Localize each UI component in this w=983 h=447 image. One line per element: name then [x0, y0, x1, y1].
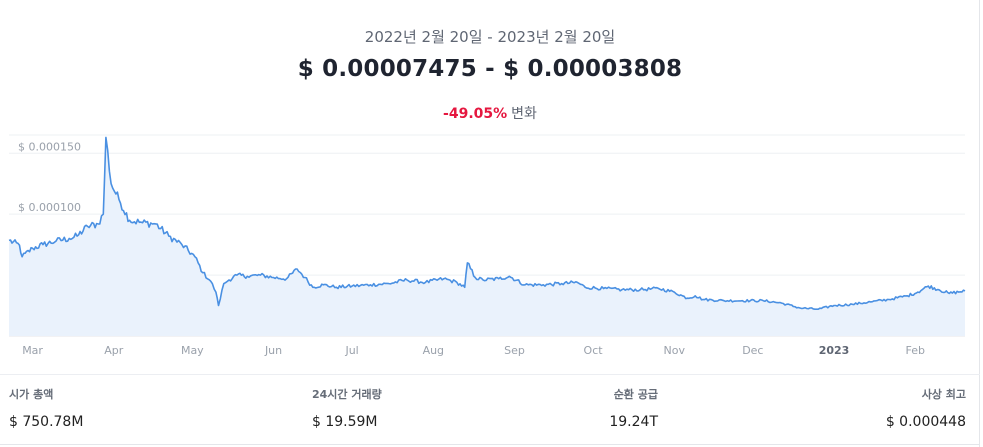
- x-axis: Mar Apr May Jun Jul Aug Sep Oct Nov Dec 2023 Feb: [22, 344, 925, 357]
- x-tick-label: Jul: [344, 344, 358, 357]
- change-summary: -49.05% 변화: [0, 103, 980, 123]
- stat-value: $ 19.59M: [312, 414, 378, 430]
- stat-label: 24시간 거래량: [312, 388, 382, 401]
- change-label: 변화: [511, 106, 537, 122]
- x-tick-label: Jun: [264, 344, 282, 357]
- x-tick-label: 2023: [819, 344, 850, 357]
- stat-value: 19.24T: [609, 414, 658, 430]
- x-tick-label: Nov: [664, 344, 686, 357]
- stats-divider: [0, 374, 980, 375]
- card-bottom-border: [0, 444, 980, 445]
- x-tick-label: Apr: [104, 344, 124, 357]
- stat-label: 순환 공급: [613, 388, 658, 401]
- stat-circulating-supply: 순환 공급 19.24T: [560, 386, 658, 430]
- x-tick-label: Feb: [905, 344, 924, 357]
- price-chart[interactable]: $ 0.00005000$ 0.000100$ 0.000150 MarAprM…: [0, 130, 975, 365]
- stat-value: $ 750.78M: [9, 414, 84, 430]
- stat-market-cap: 시가 총액 $ 750.78M: [9, 386, 83, 430]
- x-tick-label: Sep: [504, 344, 525, 357]
- x-tick-label: Oct: [584, 344, 604, 357]
- price-range: $ 0.00007475 - $ 0.00003808: [297, 56, 683, 82]
- x-tick-label: Aug: [423, 344, 444, 357]
- stat-all-time-high: 사상 최고 $ 0.000448: [840, 386, 966, 430]
- price-line: [8, 136, 966, 310]
- price-area: [9, 137, 965, 336]
- x-tick-label: Mar: [22, 344, 43, 357]
- date-range: 2022년 2월 20일 - 2023년 2월 20일: [364, 28, 616, 46]
- stat-label: 시가 총액: [9, 388, 54, 401]
- stat-label: 사상 최고: [921, 388, 966, 401]
- x-tick-label: Dec: [742, 344, 763, 357]
- x-tick-label: May: [181, 344, 204, 357]
- stat-volume-24h: 24시간 거래량 $ 19.59M: [312, 386, 382, 430]
- y-tick-label: $ 0.000100: [18, 201, 81, 214]
- stat-value: $ 0.000448: [885, 414, 966, 430]
- y-tick-label: $ 0.000150: [18, 140, 81, 153]
- change-percent: -49.05%: [443, 106, 508, 122]
